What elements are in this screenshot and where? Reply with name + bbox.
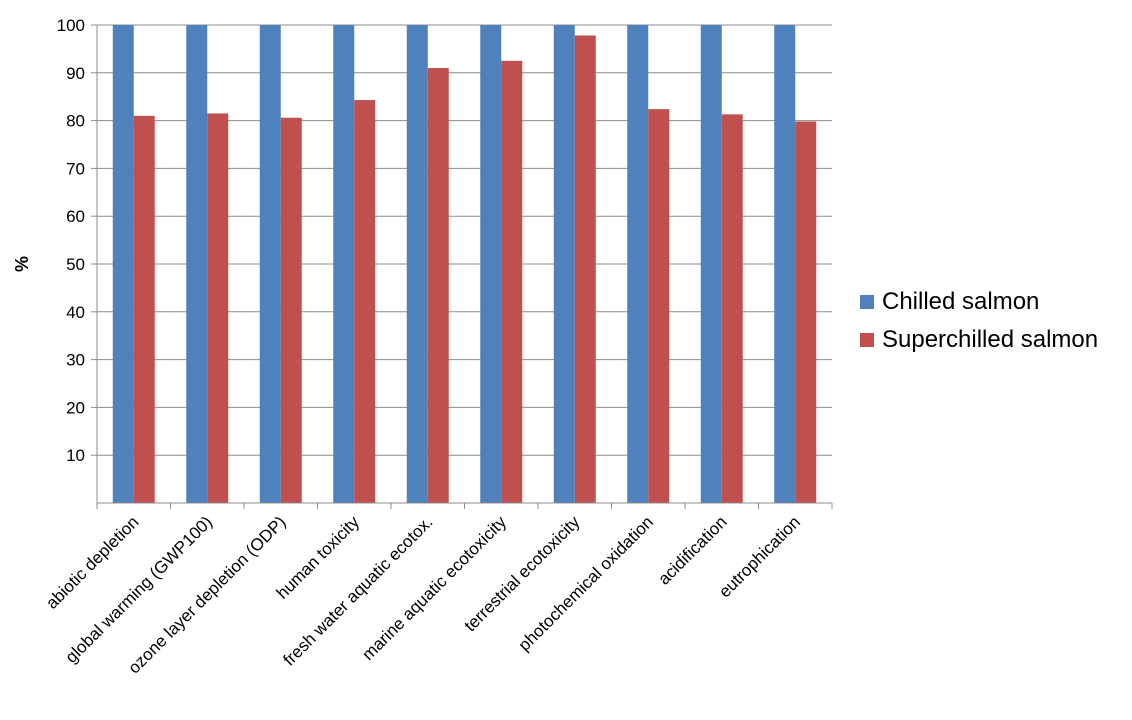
bar-chilled (186, 25, 208, 503)
bar-chilled (627, 25, 649, 503)
legend-label-chilled: Chilled salmon (882, 288, 1040, 315)
y-tick-label: 80 (66, 112, 85, 131)
y-tick-label: 10 (66, 446, 85, 465)
legend-item-superchilled: Superchilled salmon (860, 321, 1098, 359)
bar-chilled (774, 25, 796, 503)
y-tick-label: 60 (66, 207, 85, 226)
x-category-label: global warming (GWP100) (62, 512, 216, 666)
y-tick-label: 20 (66, 398, 85, 417)
bar-superchilled (795, 121, 817, 503)
legend-item-chilled: Chilled salmon (860, 283, 1098, 321)
bar-chilled (333, 25, 355, 503)
bar-superchilled (354, 100, 376, 504)
y-tick-label: 70 (66, 159, 85, 178)
x-category-label: photochemical oxidation (515, 512, 657, 654)
y-tick-labels: 10 20 30 40 50 60 70 80 90 100 (57, 16, 85, 465)
y-tick-label: 90 (66, 64, 85, 83)
y-tick-label: 100 (57, 16, 85, 35)
bar-chilled (700, 25, 722, 503)
legend-label-superchilled: Superchilled salmon (882, 326, 1099, 353)
y-axis-title: % (12, 256, 32, 272)
bar-superchilled (648, 109, 670, 504)
legend: Chilled salmon Superchilled salmon (860, 283, 1098, 359)
bars (112, 25, 817, 504)
bar-superchilled (133, 115, 155, 503)
bar-superchilled (427, 68, 449, 504)
x-category-label: acidification (654, 512, 730, 588)
x-category-label: fresh water aquatic ecotox. (279, 512, 436, 669)
y-tick-label: 30 (66, 351, 85, 370)
bar-superchilled (721, 114, 743, 504)
legend-swatch-chilled (860, 295, 874, 309)
bar-superchilled (501, 60, 523, 503)
x-category-label: ozone layer depletion (ODP) (124, 512, 289, 677)
bar-superchilled (207, 113, 229, 504)
bar-superchilled (280, 117, 302, 504)
legend-swatch-superchilled (860, 333, 874, 347)
bar-chilled (480, 25, 502, 503)
y-tick-label: 40 (66, 303, 85, 322)
bar-chilled (259, 25, 281, 503)
bar-superchilled (574, 35, 596, 504)
x-category-label: marine aquatic ecotoxicity (358, 512, 510, 664)
axes (91, 24, 833, 509)
bar-chilled (553, 25, 575, 503)
y-tick-label: 50 (66, 255, 85, 274)
bar-chilled (406, 25, 428, 503)
bar-chilled (112, 25, 134, 503)
